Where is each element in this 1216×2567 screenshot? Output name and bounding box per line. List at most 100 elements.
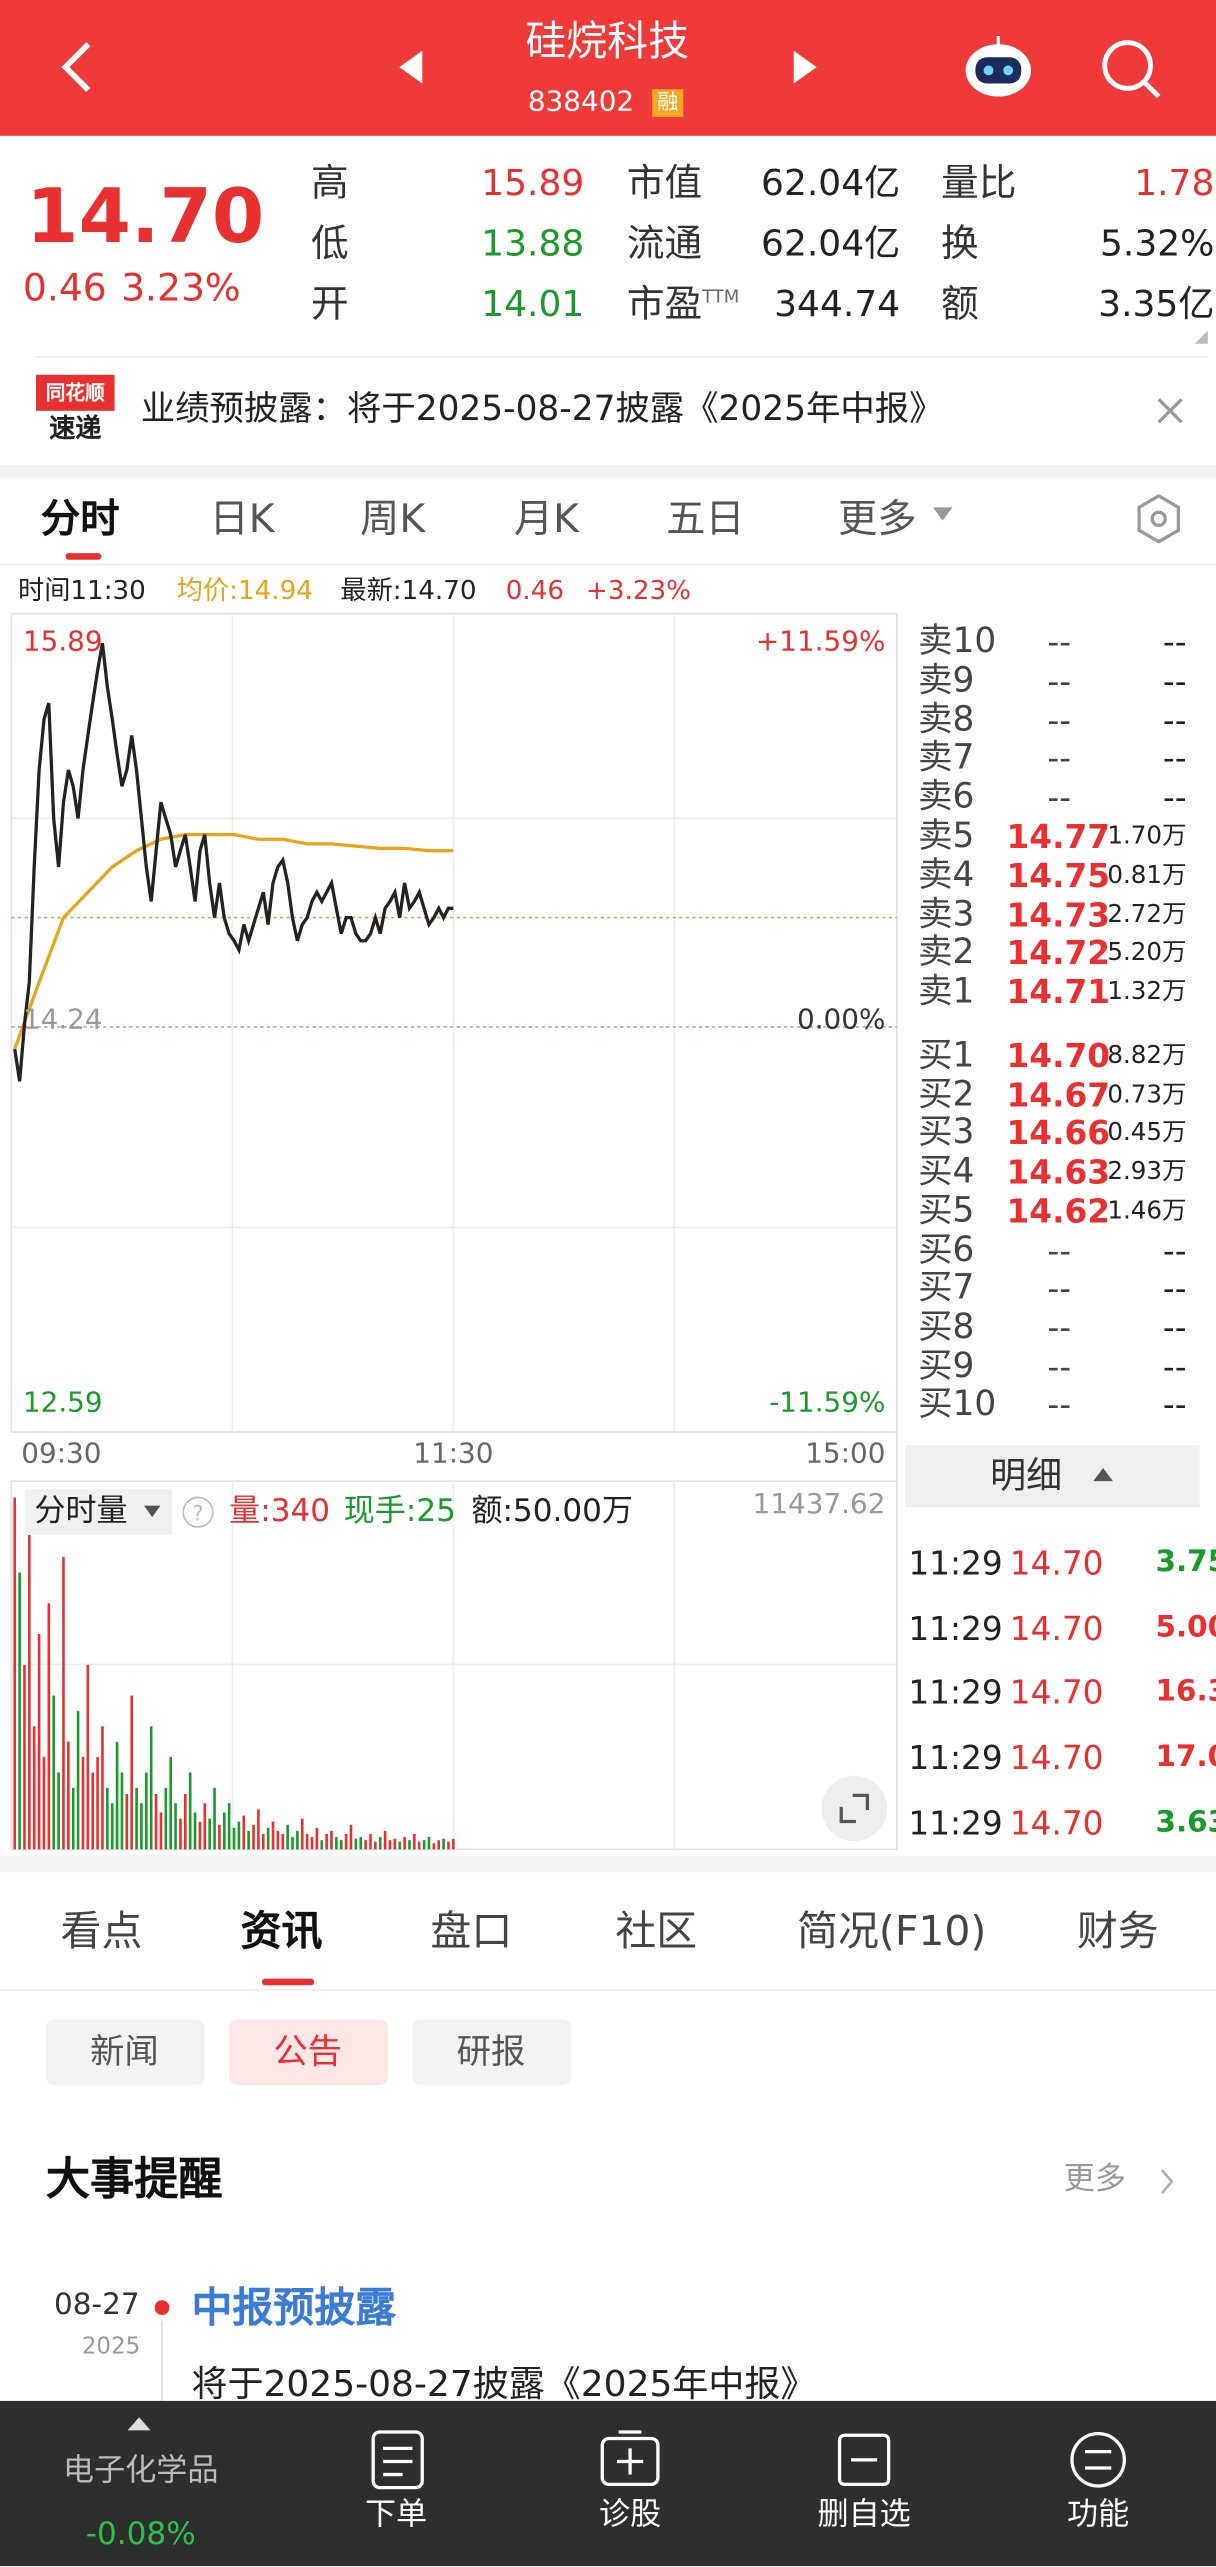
section-more[interactable]: 更多	[1063, 2161, 1127, 2198]
book-price: --	[1047, 1229, 1072, 1270]
info-tab[interactable]: 简况(F10)	[797, 1907, 987, 1955]
event-date: 08-27	[54, 2287, 140, 2323]
bottom-button[interactable]: 诊股	[598, 2496, 662, 2533]
book-vol: --	[1162, 1229, 1187, 1270]
trade-time: 11:29	[908, 1673, 1003, 1713]
stat-value: 1.78	[1134, 163, 1215, 205]
volume-bar	[257, 1809, 260, 1850]
detail-button-bg[interactable]	[905, 1445, 1200, 1508]
volume-bar	[335, 1837, 338, 1850]
chip-bg[interactable]	[229, 2019, 388, 2086]
volume-amount: 额:50.00万	[471, 1493, 634, 1530]
volume-bar	[422, 1840, 426, 1850]
chart-tab[interactable]: 日K	[209, 495, 275, 542]
stat-label: 额	[941, 283, 979, 327]
book-label: 卖1	[918, 971, 975, 1011]
volume-bar	[315, 1827, 319, 1850]
volume-bar	[296, 1830, 299, 1850]
volume-bar	[62, 1557, 65, 1850]
volume-bar	[271, 1821, 275, 1850]
volume-bar	[344, 1833, 348, 1850]
book-vol: --	[1162, 699, 1187, 740]
book-label: 买4	[918, 1151, 975, 1191]
info-tab[interactable]: 盘口	[430, 1907, 513, 1955]
volume-bar	[37, 1634, 41, 1850]
stat-label: 换	[941, 223, 979, 266]
chart-tab[interactable]: 五日	[666, 495, 745, 542]
chart-tab[interactable]: 月K	[513, 495, 579, 542]
x-tick-label: 09:30	[21, 1437, 102, 1471]
info-tab[interactable]: 财务	[1076, 1907, 1159, 1955]
volume-bar	[208, 1818, 211, 1850]
bottom-button[interactable]: 功能	[1067, 2496, 1130, 2533]
sector-change: -0.08%	[85, 2516, 196, 2553]
chart-tab[interactable]: 周K	[360, 495, 426, 542]
book-price: --	[1047, 1268, 1072, 1308]
logo-top: 同花顺	[45, 381, 105, 405]
volume-bar	[213, 1787, 216, 1850]
volume-bar	[183, 1793, 187, 1850]
next-icon[interactable]	[793, 50, 817, 84]
chip[interactable]: 研报	[456, 2031, 526, 2072]
chart-tab[interactable]: 更多	[837, 495, 917, 542]
volume-bar	[110, 1803, 114, 1850]
volume-bar	[232, 1827, 236, 1850]
event-year: 2025	[81, 2333, 141, 2360]
trade-vol: 3.63万	[1155, 1804, 1216, 1840]
detail-button[interactable]: 明细	[990, 1456, 1063, 1498]
book-vol: --	[1162, 660, 1187, 701]
volume-bar	[417, 1841, 421, 1850]
volume-bar	[432, 1843, 436, 1850]
volume-hand: 现手:25	[343, 1493, 456, 1530]
close-icon[interactable]	[1157, 398, 1183, 424]
event-title[interactable]: 中报预披露	[191, 2283, 397, 2332]
volume-bar	[247, 1830, 250, 1850]
stat-label: 低	[310, 223, 349, 266]
tab-underline	[261, 1978, 315, 1986]
volume-bar	[164, 1787, 168, 1850]
bottom-button[interactable]: 删自选	[817, 2496, 911, 2533]
volume-bar	[374, 1841, 377, 1850]
info-tab[interactable]: 资讯	[240, 1907, 323, 1955]
volume-bar	[261, 1833, 265, 1850]
trade-price: 14.70	[1009, 1608, 1104, 1648]
volume-bar	[442, 1838, 445, 1850]
chip[interactable]: 新闻	[90, 2031, 159, 2072]
chip[interactable]: 公告	[273, 2031, 343, 2072]
bottom-button[interactable]: 下单	[364, 2496, 428, 2533]
book-vol: 1.46万	[1107, 1195, 1187, 1225]
book-vol: 2.93万	[1107, 1156, 1187, 1186]
info-tab[interactable]: 看点	[60, 1907, 143, 1955]
book-price: --	[1047, 777, 1072, 817]
volume-menu-bg[interactable]	[24, 1489, 172, 1536]
help-glyph: ?	[192, 1501, 203, 1526]
notice-text[interactable]: 业绩预披露：将于2025-08-27披露《2025年中报》	[140, 388, 944, 428]
stat-value: 15.89	[481, 163, 585, 205]
volume-menu[interactable]: 分时量	[34, 1493, 128, 1530]
info-tab[interactable]: 社区	[615, 1907, 698, 1955]
help-icon[interactable]	[182, 1496, 214, 1528]
volume-bar	[52, 1695, 56, 1850]
book-vol: --	[1162, 621, 1187, 662]
volume-bar	[179, 1818, 182, 1850]
book-label: 卖5	[918, 815, 975, 856]
volume-bar	[203, 1803, 207, 1850]
logo-bottom: 速递	[49, 412, 102, 444]
back-icon[interactable]	[61, 42, 91, 93]
volume-bar	[398, 1841, 402, 1850]
book-label: 卖4	[918, 854, 975, 895]
book-price: --	[1047, 699, 1072, 740]
chip-bg[interactable]	[45, 2019, 205, 2086]
prev-icon[interactable]	[399, 50, 423, 84]
robot-icon[interactable]	[965, 36, 1032, 97]
search-icon[interactable]	[1102, 40, 1161, 99]
volume-bar	[310, 1837, 314, 1850]
book-label: 买3	[918, 1112, 975, 1152]
chip-bg[interactable]	[412, 2019, 572, 2086]
settings-icon[interactable]	[1137, 493, 1180, 544]
expand-icon[interactable]	[821, 1775, 888, 1842]
stat-label-sup: TTM	[702, 286, 740, 308]
chart-tab[interactable]: 分时	[40, 495, 120, 542]
info-change: 0.46	[505, 574, 565, 606]
volume-bar	[383, 1830, 387, 1850]
